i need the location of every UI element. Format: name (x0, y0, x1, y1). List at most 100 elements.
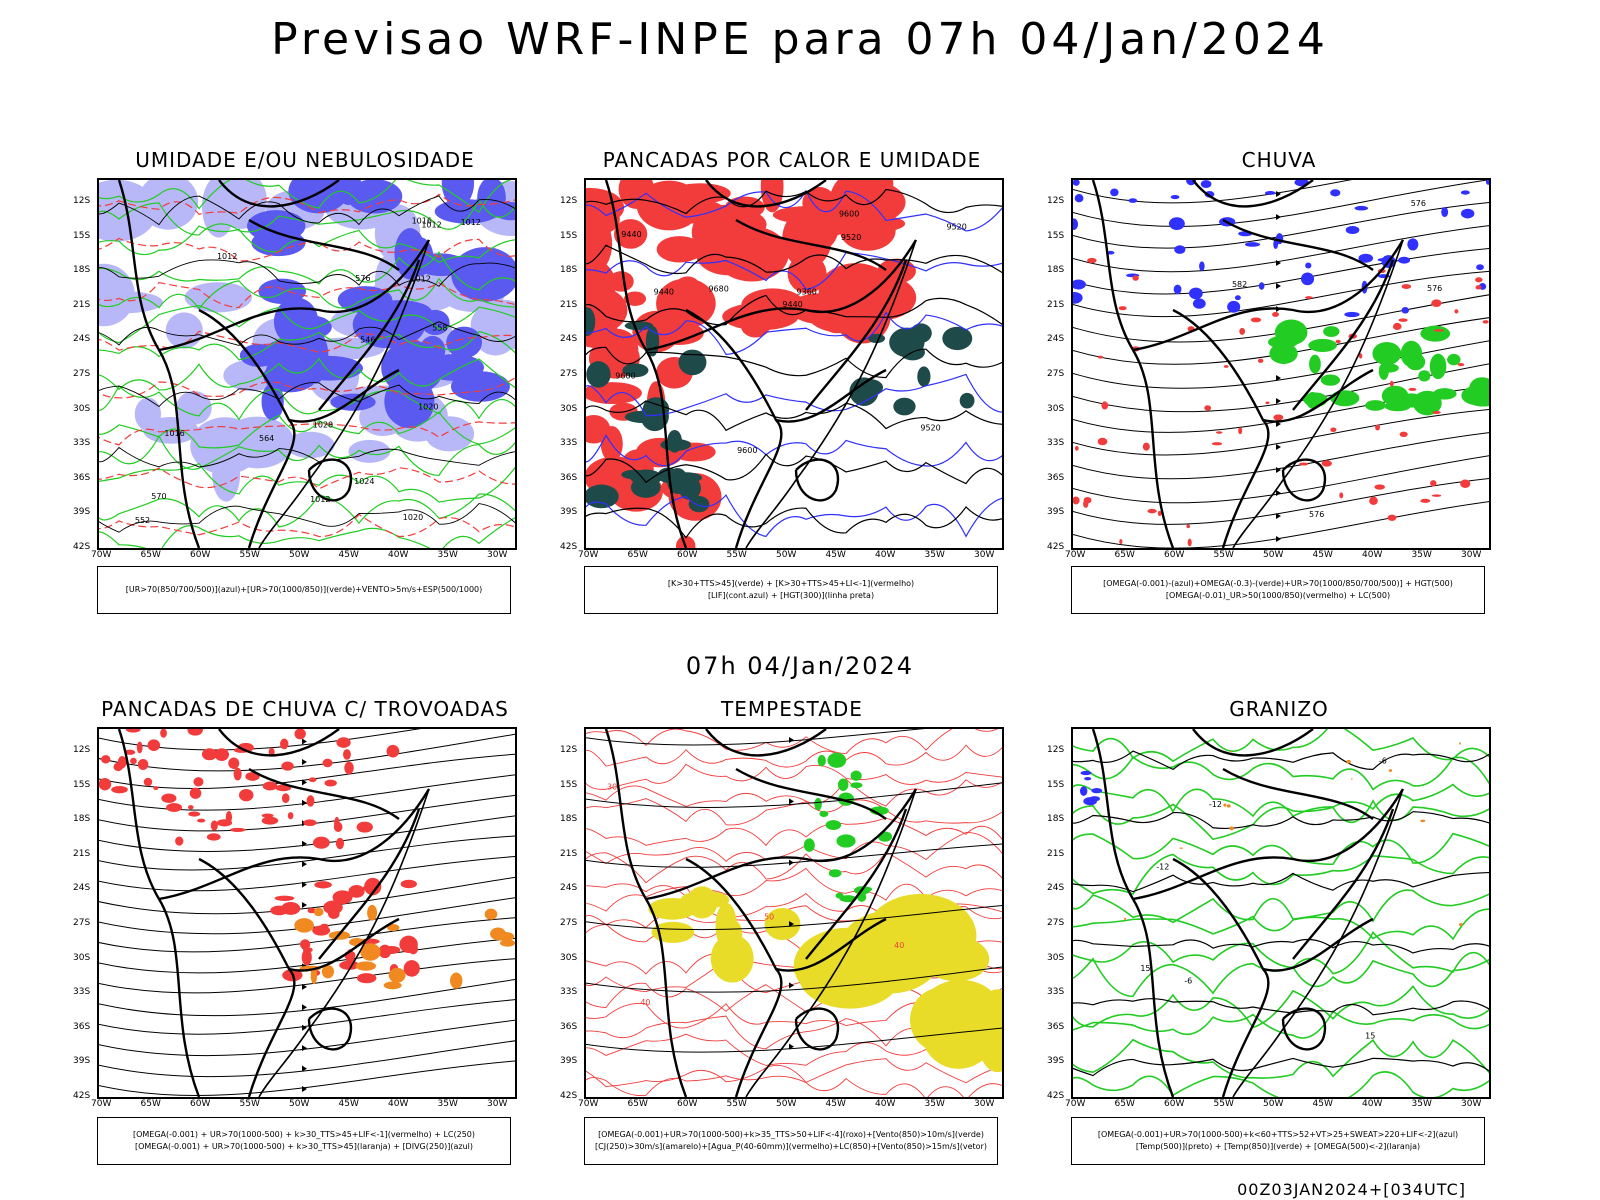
lon-tick-label: 60W (1164, 1099, 1185, 1109)
contour-label: 9600 (839, 210, 859, 219)
forecast-time-label: 07h 04/Jan/2024 (685, 652, 915, 680)
contour-lines (99, 195, 515, 533)
lon-tick-label: 65W (627, 1099, 648, 1109)
lat-tick-label: 36S (73, 472, 91, 483)
legend-line: [Temp(500)](preto) + [Temp(850)](verde) … (1135, 1142, 1421, 1151)
country-borders (1091, 180, 1405, 548)
contour-lines (586, 188, 1002, 539)
lon-tick-label: 40W (1362, 1099, 1383, 1109)
lon-tick-label: 55W (239, 1099, 260, 1109)
map-canvas: 576 582 576 576 (1073, 180, 1489, 548)
legend-line: [OMEGA(-0.01)_UR>50(1000/850)(vermelho) … (1165, 591, 1391, 600)
legend-tempestade: [OMEGA(-0.001)+UR>70(1000-500)+k>35_TTS>… (584, 1117, 998, 1165)
contour-label: 576 (355, 274, 370, 283)
lat-tick-label: 30S (1047, 403, 1065, 414)
panel-title-trovoadas: PANCADAS DE CHUVA C/ TROVOADAS (101, 697, 509, 721)
lat-tick-label: 42S (1047, 1091, 1065, 1101)
legend-line: [UR>70(850/700/500)](azul)+[UR>70(1000/8… (125, 585, 483, 594)
lat-tick-label: 24S (73, 883, 91, 894)
contour-label: 576 (1427, 284, 1442, 293)
lon-tick-label: 45W (825, 550, 846, 560)
lon-tick-label: 65W (140, 1099, 161, 1109)
lon-tick-label: 35W (437, 1099, 458, 1109)
map-granizo: -6 -6 -12 15 -12 15 (1071, 727, 1491, 1099)
lon-tick-label: 55W (726, 1099, 747, 1109)
contour-label: 15 (1365, 1032, 1375, 1041)
lat-tick-label: 18S (560, 814, 578, 825)
lat-tick-label: 18S (1047, 265, 1065, 276)
lat-tick-label: 24S (1047, 334, 1065, 345)
lon-tick-label: 35W (437, 550, 458, 560)
lon-tick-label: 45W (1312, 1099, 1333, 1109)
legend-chuva: [OMEGA(-0.001)-(azul)+OMEGA(-0.3)-(verde… (1071, 566, 1485, 614)
lat-tick-label: 21S (73, 848, 91, 859)
lat-tick-label: 21S (560, 299, 578, 310)
lon-tick-label: 30W (974, 550, 995, 560)
lat-tick-label: 30S (560, 952, 578, 963)
contour-label: -6 (1379, 756, 1387, 765)
legend-line: [CJ(250)>30m/s](amarelo)+[Agua_P(40-60mm… (595, 1142, 987, 1151)
lat-tick-label: 42S (73, 1091, 91, 1101)
shaded-area (1268, 319, 1489, 416)
contour-label: 9440 (782, 300, 802, 309)
lon-tick-label: 30W (1461, 550, 1482, 560)
lon-tick-label: 40W (388, 1099, 409, 1109)
panel-title-umidade: UMIDADE E/OU NEBULOSIDADE (135, 148, 475, 172)
shaded-area (1073, 257, 1489, 547)
lat-tick-label: 12S (73, 745, 91, 755)
map-canvas: 50 40 40 30 (586, 729, 1002, 1097)
contour-label: 1020 (403, 513, 423, 522)
contour-label: 30 (607, 783, 617, 792)
contour-lines (586, 189, 1002, 538)
country-borders (604, 729, 918, 1097)
model-run-label: 00Z03JAN2024+[034UTC] (1237, 1180, 1466, 1199)
lat-tick-label: 36S (1047, 1021, 1065, 1032)
legend-trovoadas: [OMEGA(-0.001) + UR>70(1000-500) + k>30_… (97, 1117, 511, 1165)
lon-tick-label: 60W (1164, 550, 1185, 560)
lon-tick-label: 65W (1114, 550, 1135, 560)
contour-label: 1012 (421, 221, 441, 230)
shaded-area (1073, 180, 1489, 318)
lat-tick-label: 42S (560, 1091, 578, 1101)
lon-tick-label: 60W (677, 550, 698, 560)
lon-tick-label: 70W (578, 550, 599, 560)
lat-tick-label: 39S (560, 507, 578, 518)
panel-title-chuva: CHUVA (1241, 148, 1317, 172)
contour-label: 9440 (654, 288, 674, 297)
lat-tick-label: 33S (1047, 438, 1065, 449)
map-pancadas-calor: 9680 9600 9600 9520 9600 9520 9440 9440 9360 9440… (584, 178, 1004, 550)
lat-tick-label: 15S (73, 779, 91, 790)
lon-tick-label: 60W (190, 550, 211, 560)
contour-label: 1016 (412, 217, 432, 226)
lat-tick-label: 27S (560, 918, 578, 928)
contour-label: 40 (640, 998, 650, 1007)
panel-title-pancadas-calor: PANCADAS POR CALOR E UMIDADE (602, 148, 982, 172)
contour-label: 576 (1411, 199, 1426, 208)
panel-title-tempestade: TEMPESTADE (721, 697, 863, 721)
legend-line: [LIF](cont.azul) + [HGT(300)](linha pret… (707, 591, 875, 600)
shaded-area (99, 729, 400, 850)
shaded-area (1079, 770, 1103, 806)
lat-tick-label: 30S (73, 952, 91, 963)
contour-label: 1028 (313, 421, 333, 430)
map-canvas: 1012101210121020101210121016102010241016… (99, 180, 515, 548)
lat-tick-label: 27S (560, 369, 578, 379)
lon-tick-label: 45W (338, 1099, 359, 1109)
shaded-area (270, 877, 420, 984)
lat-tick-label: 15S (1047, 779, 1065, 790)
legend-line: [OMEGA(-0.001)+UR>70(1000-500)+k>35_TTS>… (598, 1130, 984, 1139)
lon-tick-label: 30W (1461, 1099, 1482, 1109)
contour-label: 9360 (797, 287, 817, 296)
shaded-area (1124, 742, 1463, 927)
lat-tick-label: 15S (1047, 230, 1065, 241)
map-trovoadas (97, 727, 517, 1099)
lon-tick-label: 35W (924, 1099, 945, 1109)
contour-lines (1073, 750, 1489, 1077)
map-canvas: -6 -6 -12 15 -12 15 (1073, 729, 1489, 1097)
country-borders (117, 180, 431, 548)
lat-tick-label: 27S (1047, 918, 1065, 928)
contour-label: 15 (1140, 964, 1150, 973)
lat-tick-label: 42S (1047, 542, 1065, 552)
lat-tick-label: 18S (73, 265, 91, 276)
contour-lines (1073, 729, 1489, 1097)
